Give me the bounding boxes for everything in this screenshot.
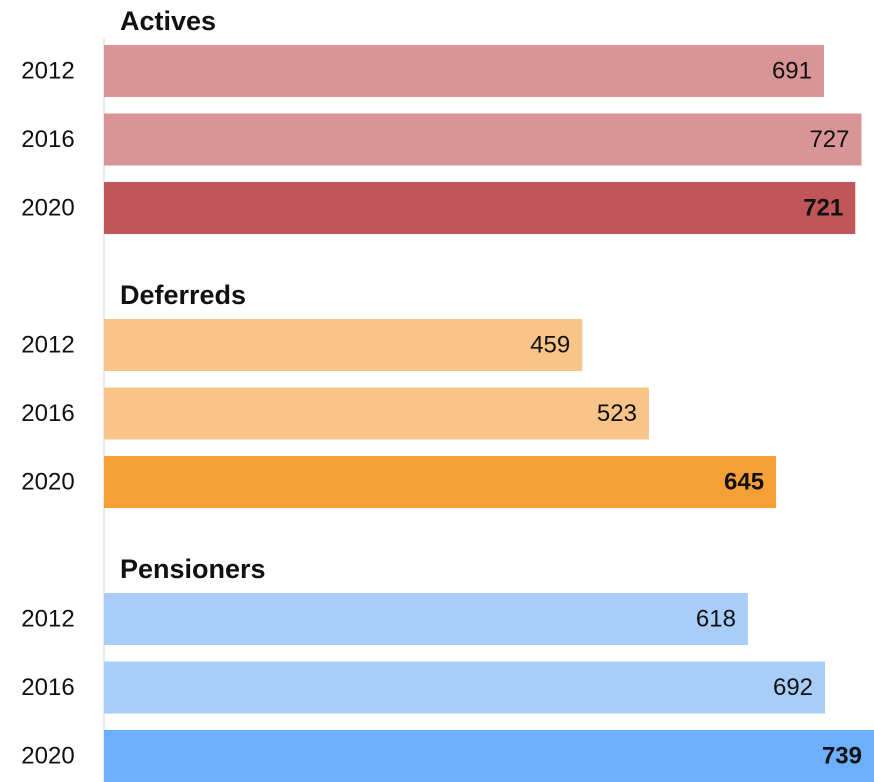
value-label: 739 (822, 742, 862, 769)
bar (104, 593, 748, 645)
value-label: 523 (597, 400, 637, 427)
value-label: 459 (530, 331, 570, 358)
bar (104, 182, 856, 234)
y-tick-label: 2016 (21, 126, 74, 153)
value-label: 691 (772, 57, 812, 84)
value-label: 645 (724, 468, 764, 495)
bar (104, 387, 649, 440)
bar (104, 319, 583, 371)
bar (104, 730, 874, 782)
bar (104, 456, 777, 508)
y-tick-label: 2012 (21, 57, 74, 84)
group-title: Actives (120, 6, 216, 36)
bar (104, 113, 862, 166)
value-label: 727 (809, 126, 849, 153)
y-tick-label: 2020 (21, 194, 74, 221)
bar (104, 45, 824, 97)
value-label: 721 (803, 194, 843, 221)
value-label: 692 (773, 674, 813, 701)
value-label: 618 (696, 605, 736, 632)
y-tick-label: 2016 (21, 674, 74, 701)
bar (104, 661, 826, 714)
y-tick-label: 2020 (21, 468, 74, 495)
group-title: Deferreds (120, 280, 246, 310)
y-tick-label: 2012 (21, 605, 74, 632)
group-title: Pensioners (120, 554, 266, 584)
y-tick-label: 2012 (21, 331, 74, 358)
y-tick-label: 2016 (21, 400, 74, 427)
y-tick-label: 2020 (21, 742, 74, 769)
